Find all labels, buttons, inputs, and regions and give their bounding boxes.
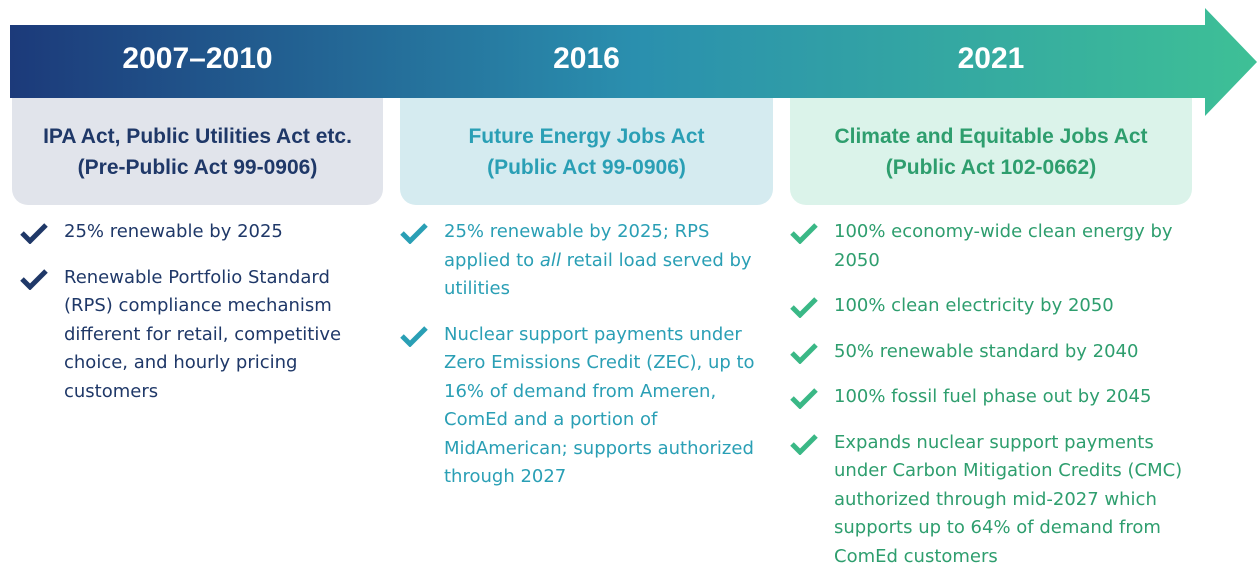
bullet-item: 100% economy-wide clean energy by 2050 [790, 218, 1190, 275]
text: Renewable Portfolio Standard (RPS) compl… [64, 266, 342, 402]
checkmark [790, 388, 818, 409]
act-title: (Public Act 102-0662) [885, 155, 1097, 179]
timeline-arrow [10, 8, 1257, 116]
bullet-list: 25% renewable by 2025 Renewable Portfolio… [20, 218, 360, 423]
page: 2007–2010 IPA Act, Public Utilities Act e… [10, 8, 1257, 567]
period: 2021 [957, 42, 1025, 75]
checkmark [790, 223, 818, 244]
checkmark [20, 223, 48, 244]
bullet-item: 100% fossil fuel phase out by 2045 [790, 383, 1190, 412]
checkmark [790, 297, 818, 318]
checkmark [790, 433, 818, 455]
act-title: IPA Act, Public Utilities Act etc. [43, 124, 352, 148]
act-header: Future Energy Jobs Act (Public Act 99-090… [400, 98, 773, 205]
bullet-item: 25% renewable by 2025; RPS applied to al… [400, 218, 765, 304]
bullet-item: Expands nuclear support payments under C… [790, 429, 1190, 572]
act-title: (Public Act 99-0906) [487, 155, 686, 179]
checkmark [400, 325, 428, 347]
act-title: (Pre-Public Act 99-0906) [77, 155, 318, 179]
act-header: IPA Act, Public Utilities Act etc. (Pre-P… [12, 98, 383, 205]
checkmark [20, 268, 48, 290]
text: 50% renewable standard by 2040 [834, 340, 1139, 362]
bullet-item: Nuclear support payments under Zero Emis… [400, 321, 765, 492]
text: 100% fossil fuel phase out by 2045 [834, 386, 1152, 407]
checkmark [400, 223, 428, 244]
bullet-item: 100% clean electricity by 2050 [790, 292, 1190, 321]
bullet-list: 100% economy-wide clean energy by 2050 10… [790, 218, 1190, 588]
text: 100% clean electricity by 2050 [834, 295, 1114, 316]
text: 100% economy-wide clean energy by 2050 [834, 221, 1173, 271]
bullet-item: Renewable Portfolio Standard (RPS) compl… [20, 264, 360, 407]
text: retail load served by utilities [444, 249, 752, 300]
period: 2007–2010 [122, 42, 273, 75]
text: 25% renewable by 2025 [64, 221, 283, 242]
act-header: Climate and Equitable Jobs Act (Public Ac… [790, 98, 1192, 205]
bullet-list: 25% renewable by 2025; RPS applied to al… [400, 218, 765, 509]
bullet-item: 25% renewable by 2025 [20, 218, 360, 247]
text: Nuclear support payments under Zero Emis… [444, 323, 755, 488]
text: all [539, 249, 561, 271]
text: Expands nuclear support payments under C… [834, 431, 1183, 567]
checkmark [790, 342, 818, 364]
act-title: Climate and Equitable Jobs Act [834, 124, 1148, 148]
act-title: Future Energy Jobs Act [468, 124, 705, 148]
period: 2016 [553, 42, 620, 75]
text: 25% renewable by 2025; RPS applied to [444, 221, 710, 271]
bullet-item: 50% renewable standard by 2040 [790, 338, 1190, 367]
